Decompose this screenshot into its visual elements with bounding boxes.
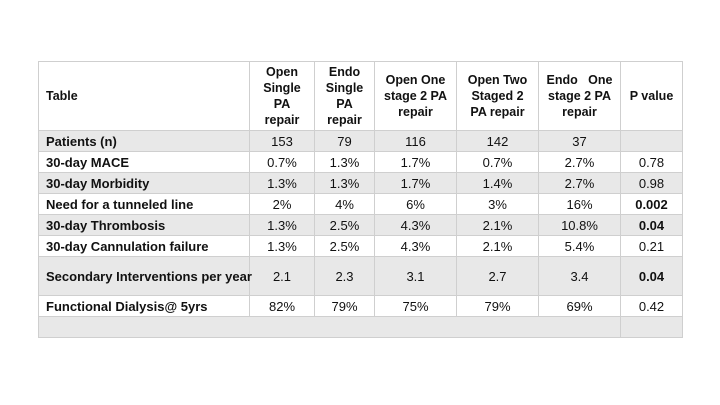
row-label: 30-day Cannulation failure: [38, 235, 250, 257]
value-cell: 1.3%: [314, 172, 375, 194]
value-cell: 82%: [249, 295, 315, 317]
table-row: Patients (n) 153 79 116 142 37: [38, 130, 683, 152]
empty-cell: [38, 316, 621, 338]
p-value-cell: 0.42: [620, 295, 683, 317]
value-cell: 2.1%: [456, 214, 539, 236]
value-cell: 3%: [456, 193, 539, 215]
p-value-cell: 0.78: [620, 151, 683, 173]
value-cell: 1.7%: [374, 172, 457, 194]
value-cell: 0.7%: [456, 151, 539, 173]
header-row: Table Open Single PA repair Endo Single …: [38, 61, 683, 131]
value-cell: 1.3%: [249, 214, 315, 236]
value-cell: 1.3%: [314, 151, 375, 173]
header-cell-open-one-stage: Open One stage 2 PA repair: [374, 61, 457, 131]
value-cell: 4%: [314, 193, 375, 215]
header-cell-open-single: Open Single PA repair: [249, 61, 315, 131]
value-cell: 2.7: [456, 256, 539, 296]
value-cell: 1.4%: [456, 172, 539, 194]
value-cell: 1.3%: [249, 235, 315, 257]
header-cell-endo-single: Endo Single PA repair: [314, 61, 375, 131]
p-value-cell: 0.002: [620, 193, 683, 215]
value-cell: 10.8%: [538, 214, 621, 236]
results-table: Table Open Single PA repair Endo Single …: [38, 61, 683, 338]
table-row: 30-day Cannulation failure 1.3% 2.5% 4.3% 2.…: [38, 235, 683, 257]
row-label: Functional Dialysis@ 5yrs: [38, 295, 250, 317]
value-cell: 37: [538, 130, 621, 152]
table-row: 30-day Morbidity 1.3% 1.3% 1.7% 1.4% 2.7% 0.98: [38, 172, 683, 194]
row-label: Patients (n): [38, 130, 250, 152]
row-label: 30-day Thrombosis: [38, 214, 250, 236]
p-value-cell: 0.21: [620, 235, 683, 257]
value-cell: 2.1%: [456, 235, 539, 257]
value-cell: 2.1: [249, 256, 315, 296]
value-cell: 142: [456, 130, 539, 152]
header-cell-open-two-staged: Open Two Staged 2 PA repair: [456, 61, 539, 131]
p-value-cell: [620, 130, 683, 152]
value-cell: 4.3%: [374, 214, 457, 236]
value-cell: 3.4: [538, 256, 621, 296]
value-cell: 3.1: [374, 256, 457, 296]
value-cell: 2.7%: [538, 151, 621, 173]
value-cell: 2.5%: [314, 214, 375, 236]
empty-row: [38, 316, 683, 338]
value-cell: 69%: [538, 295, 621, 317]
row-label: Secondary Interventions per year: [38, 256, 252, 296]
value-cell: 79%: [456, 295, 539, 317]
value-cell: 5.4%: [538, 235, 621, 257]
empty-cell: [620, 316, 683, 338]
value-cell: 79: [314, 130, 375, 152]
value-cell: 75%: [374, 295, 457, 317]
table-row: Secondary Interventions per year 2.1 2.3 3.…: [38, 256, 683, 296]
value-cell: 2%: [249, 193, 315, 215]
value-cell: 2.7%: [538, 172, 621, 194]
value-cell: 16%: [538, 193, 621, 215]
header-cell-p-value: P value: [620, 61, 683, 131]
header-cell-table: Table: [38, 61, 250, 131]
row-label: 30-day MACE: [38, 151, 250, 173]
header-cell-endo-one-stage: Endo One stage 2 PA repair: [538, 61, 621, 131]
value-cell: 1.7%: [374, 151, 457, 173]
p-value-cell: 0.98: [620, 172, 683, 194]
value-cell: 1.3%: [249, 172, 315, 194]
p-value-cell: 0.04: [620, 214, 683, 236]
table-row: 30-day Thrombosis 1.3% 2.5% 4.3% 2.1% 10.8% 0.…: [38, 214, 683, 236]
row-label: Need for a tunneled line: [38, 193, 250, 215]
value-cell: 0.7%: [249, 151, 315, 173]
table-row: Need for a tunneled line 2% 4% 6% 3% 16% 0.002: [38, 193, 683, 215]
value-cell: 6%: [374, 193, 457, 215]
value-cell: 2.5%: [314, 235, 375, 257]
table-row: 30-day MACE 0.7% 1.3% 1.7% 0.7% 2.7% 0.78: [38, 151, 683, 173]
row-label: 30-day Morbidity: [38, 172, 250, 194]
table-row: Functional Dialysis@ 5yrs 82% 79% 75% 79% 69%…: [38, 295, 683, 317]
value-cell: 116: [374, 130, 457, 152]
value-cell: 2.3: [314, 256, 375, 296]
value-cell: 4.3%: [374, 235, 457, 257]
value-cell: 79%: [314, 295, 375, 317]
value-cell: 153: [249, 130, 315, 152]
p-value-cell: 0.04: [620, 256, 683, 296]
